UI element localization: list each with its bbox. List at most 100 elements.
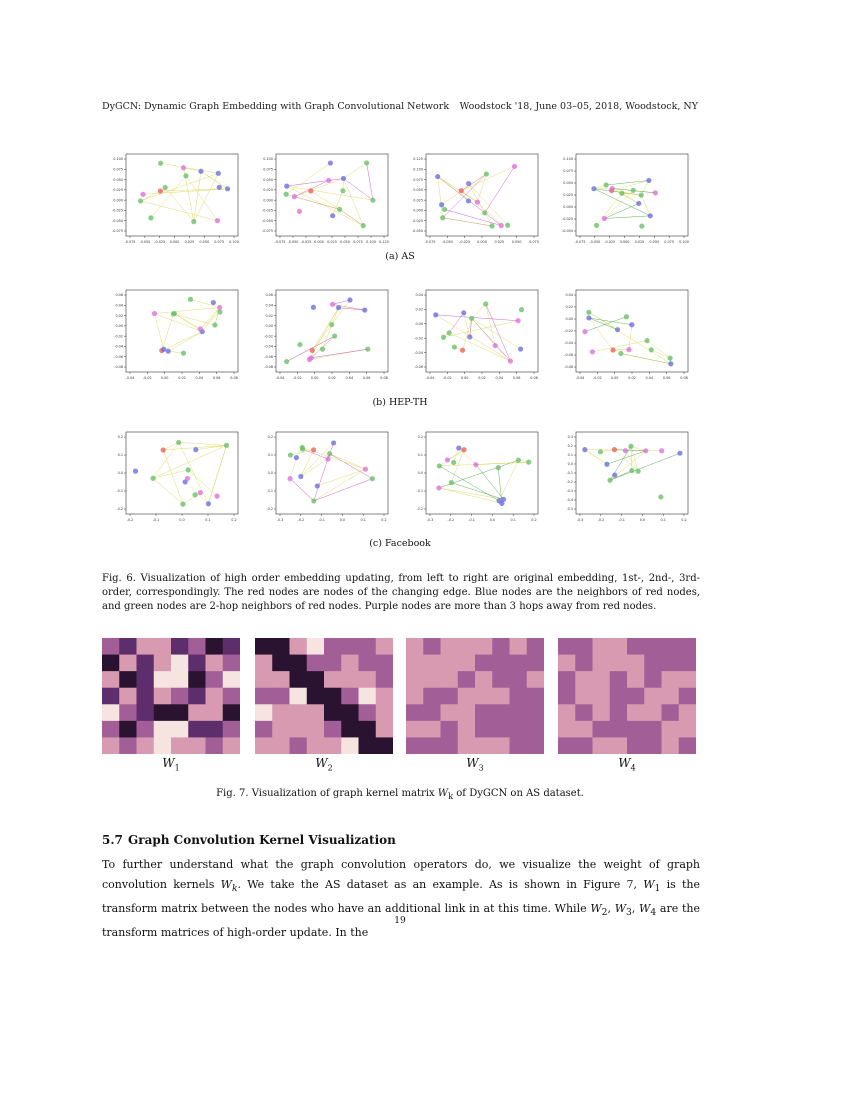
x-tick-label: 0.100 bbox=[229, 240, 239, 244]
heatmap-cell bbox=[119, 737, 137, 754]
heatmap-cell bbox=[558, 671, 576, 689]
figure-reference-link[interactable]: 7 bbox=[626, 878, 634, 891]
y-tick-label: -0.04 bbox=[114, 345, 123, 349]
graph-edge bbox=[435, 314, 519, 321]
graph-edge bbox=[200, 171, 228, 190]
heatmap-cell bbox=[341, 687, 359, 705]
graph-node-blue bbox=[161, 346, 167, 352]
graph-edge bbox=[438, 487, 502, 504]
graph-node-blue bbox=[591, 186, 597, 192]
running-header-title: DyGCN: Dynamic Graph Embedding with Grap… bbox=[102, 101, 450, 112]
y-tick-label: -0.04 bbox=[414, 351, 423, 355]
y-tick-label: 0.00 bbox=[565, 317, 573, 321]
heatmap-cell bbox=[222, 638, 240, 656]
heatmap-cell bbox=[526, 654, 544, 672]
graph-edge bbox=[442, 173, 487, 218]
graph-edge bbox=[142, 188, 228, 195]
y-tick-label: 0.075 bbox=[563, 169, 573, 173]
heatmap-cell bbox=[627, 720, 645, 738]
heatmap-cell bbox=[289, 638, 308, 656]
graph-node-green bbox=[629, 467, 635, 474]
x-tick-label: 0.2 bbox=[231, 518, 236, 522]
graph-node-purple bbox=[197, 489, 203, 496]
graph-edge bbox=[163, 442, 179, 451]
heatmap-cell bbox=[440, 654, 459, 672]
graph-node-green bbox=[212, 322, 218, 328]
x-tick-label: 0.08 bbox=[530, 376, 538, 380]
graph-edge bbox=[286, 185, 364, 226]
graph-node-blue bbox=[636, 200, 642, 207]
heatmap-cell bbox=[289, 737, 308, 754]
x-tick-label: -0.3 bbox=[277, 518, 284, 522]
heatmap-cell bbox=[358, 654, 377, 672]
graph-edge bbox=[625, 450, 639, 472]
graph-node-green bbox=[593, 222, 600, 229]
graph-node-green bbox=[518, 307, 525, 313]
heatmap-cell bbox=[440, 671, 459, 689]
heatmap-cell bbox=[457, 687, 476, 705]
x-tick-label: -0.2 bbox=[447, 518, 454, 522]
heatmap-cell bbox=[423, 687, 441, 705]
graph-edge bbox=[300, 458, 329, 477]
x-tick-label: 0.025 bbox=[185, 240, 195, 244]
x-tick-label: 0.050 bbox=[512, 240, 522, 244]
heatmap-cell bbox=[255, 704, 273, 722]
heatmap-cell bbox=[102, 704, 120, 722]
heatmap-cell bbox=[306, 654, 325, 672]
graph-node-blue bbox=[193, 447, 199, 453]
y-tick-label: 0.075 bbox=[413, 178, 423, 182]
heatmap-cell bbox=[406, 704, 424, 722]
y-tick-label: 0.06 bbox=[265, 293, 273, 297]
y-tick-label: 0.00 bbox=[115, 324, 123, 328]
heatmap-cell bbox=[375, 638, 393, 656]
y-tick-label: 0.000 bbox=[113, 198, 123, 202]
graph-node-purple bbox=[582, 329, 588, 335]
y-tick-label: -0.025 bbox=[262, 209, 273, 213]
graph-edge bbox=[606, 180, 649, 186]
graph-node-blue bbox=[467, 334, 473, 340]
x-tick-label: -0.04 bbox=[276, 376, 285, 380]
heatmap-cell bbox=[324, 654, 342, 672]
x-tick-label: 0.050 bbox=[340, 240, 350, 244]
graph-edge bbox=[300, 442, 334, 477]
graph-edge bbox=[160, 188, 228, 192]
heatmap-cell bbox=[558, 654, 576, 672]
graph-edge bbox=[437, 176, 443, 218]
heatmap-cell bbox=[205, 638, 224, 656]
heatmap-cell bbox=[341, 638, 359, 656]
graph-edge bbox=[584, 316, 627, 332]
heatmap-cell bbox=[475, 720, 493, 738]
x-tick-label: 0.04 bbox=[196, 376, 204, 380]
label-w3: W3 bbox=[466, 756, 484, 773]
graph-node-green bbox=[495, 465, 501, 471]
heatmap-cell bbox=[272, 654, 290, 672]
graph-node-blue bbox=[646, 177, 652, 184]
heatmap-cell bbox=[272, 737, 290, 754]
heatmap-cell bbox=[153, 687, 172, 705]
x-tick-label: -0.02 bbox=[443, 376, 452, 380]
y-tick-label: 0.050 bbox=[563, 181, 573, 185]
y-tick-label: 0.0 bbox=[568, 462, 573, 466]
graph-node-purple bbox=[444, 457, 451, 463]
graph-node-red bbox=[610, 347, 616, 353]
y-tick-label: -0.025 bbox=[562, 217, 573, 221]
heatmap-cell bbox=[341, 737, 359, 754]
y-tick-label: 0.0 bbox=[268, 471, 273, 475]
graph-node-purple bbox=[622, 448, 628, 454]
graph-node-blue bbox=[518, 346, 524, 352]
graph-node-blue bbox=[330, 440, 337, 446]
graph-edge bbox=[152, 478, 184, 505]
graph-edge bbox=[604, 190, 634, 219]
graph-edge bbox=[154, 307, 220, 314]
graph-node-green bbox=[619, 190, 625, 196]
y-tick-label: -0.025 bbox=[412, 219, 423, 223]
heatmap-cell bbox=[678, 671, 696, 689]
y-tick-label: -0.08 bbox=[264, 365, 273, 369]
heatmap-cell bbox=[644, 687, 662, 705]
y-tick-label: 0.050 bbox=[263, 178, 273, 182]
heatmap-cell bbox=[575, 687, 593, 705]
heatmap-cell bbox=[678, 704, 696, 722]
subcaption-as: (a) AS bbox=[385, 251, 415, 262]
heatmap-cell bbox=[188, 737, 206, 754]
heatmap-cell bbox=[457, 671, 476, 689]
